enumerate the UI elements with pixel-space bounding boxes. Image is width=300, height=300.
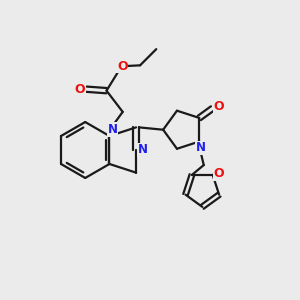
Text: O: O — [214, 100, 224, 112]
Text: N: N — [196, 142, 206, 154]
Text: O: O — [75, 83, 85, 96]
Text: N: N — [137, 143, 148, 157]
Text: O: O — [117, 60, 128, 73]
Text: N: N — [107, 123, 117, 136]
Text: O: O — [214, 167, 224, 180]
